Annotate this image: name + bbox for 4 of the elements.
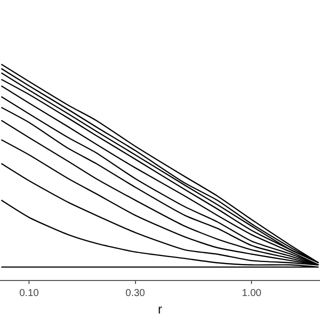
- x-tick-label: 0.10: [19, 288, 40, 299]
- x-axis-title: r: [158, 302, 163, 317]
- x-tick-label: 0.30: [126, 288, 146, 299]
- x-tick-label: 1.00: [242, 288, 262, 299]
